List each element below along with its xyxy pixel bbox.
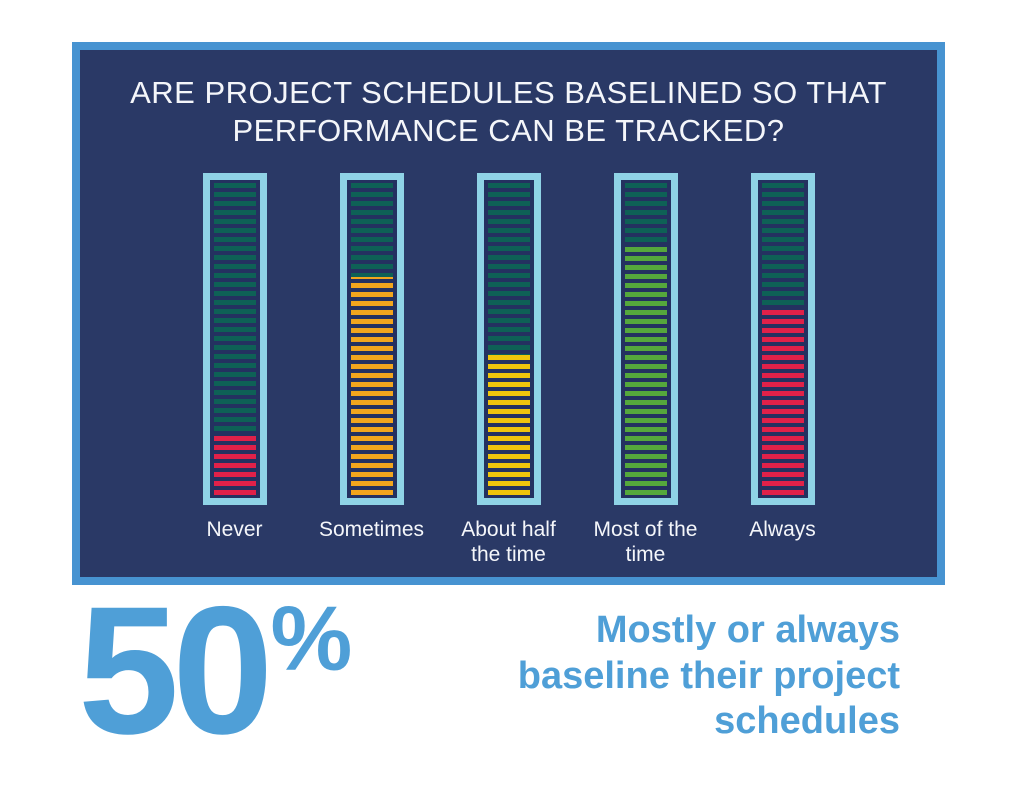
bar-track [487, 183, 530, 355]
thermometer-bar [476, 173, 541, 505]
thermometer-inner [761, 183, 805, 495]
bar-column: About half the time [440, 173, 577, 568]
thermometer-inner [624, 183, 668, 495]
percent-sign: % [270, 588, 353, 690]
bar-fill [213, 432, 256, 495]
thermometer-bar [750, 173, 815, 505]
thermometer-inner [213, 183, 257, 495]
bar-fill [624, 245, 667, 495]
bar-column: Sometimes [303, 173, 440, 568]
bar-column: Never [166, 173, 303, 568]
stat-section: 50 % Mostly or always baseline their pro… [78, 568, 900, 772]
bar-fill [350, 276, 393, 495]
bar-label: Most of the time [593, 518, 698, 566]
bar-fill [761, 307, 804, 495]
bar-track [350, 183, 393, 277]
bar-track [213, 183, 256, 433]
bar-label: About half the time [461, 518, 556, 566]
thermometer-inner [350, 183, 394, 495]
bar-column: Most of the time [577, 173, 714, 568]
stat-number: 50 % [78, 568, 353, 772]
bar-track [624, 183, 667, 246]
thermometer-bar [202, 173, 267, 505]
thermometer-inner [487, 183, 531, 495]
stat-value: 50 [78, 568, 273, 772]
bar-column: Always [714, 173, 851, 568]
bar-label: Always [749, 518, 816, 541]
survey-panel: ARE PROJECT SCHEDULES BASELINED SO THAT … [72, 42, 945, 585]
bar-chart: Never Sometimes About half the time Most [80, 173, 937, 568]
bar-track [761, 183, 804, 308]
bar-label: Sometimes [318, 518, 425, 541]
thermometer-bar [613, 173, 678, 505]
bar-label: Never [206, 518, 263, 541]
stat-description: Mostly or always baseline their project … [517, 609, 900, 743]
bar-fill [487, 354, 530, 495]
panel-title: ARE PROJECT SCHEDULES BASELINED SO THAT … [130, 75, 887, 148]
thermometer-bar [339, 173, 404, 505]
